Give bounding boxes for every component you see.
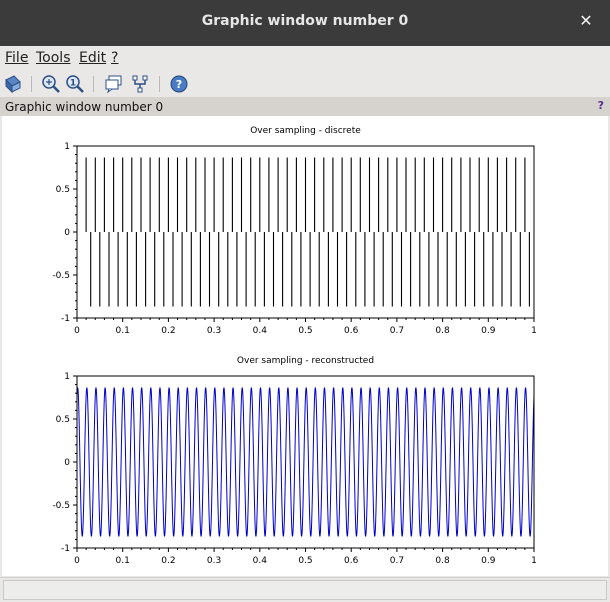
toolbar-separator [93, 76, 94, 92]
x-tick-label: 0.8 [435, 556, 450, 566]
x-tick-label: 0.6 [344, 326, 359, 336]
close-icon[interactable]: ✕ [579, 11, 593, 30]
zoom-icon[interactable] [41, 74, 61, 94]
panel-title: Graphic window number 0 [5, 100, 164, 114]
x-tick-label: 0.1 [116, 326, 130, 336]
datatip-icon[interactable] [104, 74, 124, 94]
svg-text:1: 1 [70, 79, 76, 89]
menu-tools[interactable]: Tools [36, 50, 71, 66]
x-axis: 0 0.1 0.2 0.3 0.4 0.5 0.6 0.7 0.8 0.9 1 [74, 548, 537, 566]
menu-help[interactable]: ? [111, 50, 119, 66]
toolbar-separator [159, 76, 160, 92]
datatip-edit-icon[interactable] [130, 74, 150, 94]
y-tick-label: 0.5 [56, 185, 70, 195]
y-tick-label: 0 [64, 228, 70, 238]
x-tick-label: 0.4 [253, 556, 268, 566]
x-axis: 0 0.1 0.2 0.3 0.4 0.5 0.6 0.7 0.8 0.9 1 [74, 318, 537, 336]
y-tick-label: -0.5 [52, 501, 70, 511]
y-tick-label: -0.5 [52, 271, 70, 281]
x-tick-label: 0.9 [481, 556, 496, 566]
x-tick-label: 0.1 [116, 556, 130, 566]
y-axis: 1 0.5 0 -0.5 -1 [52, 142, 77, 324]
y-tick-label: 0 [64, 458, 70, 468]
plot-svg: Over sampling - discrete 0 0.1 0.2 0.3 0.4 0.… [52, 126, 536, 566]
status-field [3, 580, 607, 600]
x-tick-label: 0.6 [344, 556, 359, 566]
x-tick-label: 0.3 [207, 326, 221, 336]
axes-discrete: Over sampling - discrete 0 0.1 0.2 0.3 0.4 0.… [52, 126, 536, 336]
x-tick-label: 0.5 [298, 326, 312, 336]
chart-title: Over sampling - reconstructed [237, 356, 374, 366]
window-titlebar: Graphic window number 0 ✕ [0, 0, 610, 46]
x-tick-label: 0.7 [390, 556, 404, 566]
x-tick-label: 0.8 [435, 326, 450, 336]
window-title: Graphic window number 0 [201, 13, 409, 29]
x-tick-label: 0.4 [253, 326, 268, 336]
x-tick-label: 0 [74, 556, 80, 566]
x-tick-label: 0.2 [161, 556, 175, 566]
series-discrete [85, 157, 530, 307]
toolbar: 1 ? [0, 71, 610, 98]
axes-reconstructed: Over sampling - reconstructed 0 0.1 0.2 0.3… [52, 356, 536, 566]
y-tick-label: -1 [61, 314, 70, 324]
panel-header: Graphic window number 0 ? [0, 97, 610, 116]
unzoom-icon[interactable]: 1 [65, 74, 85, 94]
x-tick-label: 0.2 [161, 326, 175, 336]
y-tick-label: 1 [64, 142, 70, 152]
help-icon[interactable]: ? [169, 74, 189, 94]
y-tick-label: 0.5 [56, 415, 70, 425]
x-tick-label: 0.7 [390, 326, 404, 336]
x-tick-label: 0.9 [481, 326, 496, 336]
x-tick-label: 0.5 [298, 556, 312, 566]
chart-title: Over sampling - discrete [250, 126, 361, 136]
y-tick-label: -1 [61, 544, 70, 554]
menu-edit[interactable]: Edit [79, 50, 107, 66]
menu-bar: File Tools Edit ? [0, 46, 610, 70]
y-tick-label: 1 [64, 372, 70, 382]
svg-text:?: ? [176, 78, 182, 91]
series-reconstructed [76, 387, 535, 537]
rotate-2d-3d-icon[interactable] [3, 74, 23, 94]
x-tick-label: 0 [74, 326, 80, 336]
x-tick-label: 0.3 [207, 556, 221, 566]
menu-file[interactable]: File [5, 50, 29, 66]
toolbar-separator [31, 76, 32, 92]
series-line [76, 387, 535, 537]
status-bar [0, 577, 610, 602]
y-axis: 1 0.5 0 -0.5 -1 [52, 372, 77, 554]
plot-canvas[interactable]: Over sampling - discrete 0 0.1 0.2 0.3 0.4 0.… [2, 116, 608, 576]
x-tick-label: 1 [531, 556, 537, 566]
x-tick-label: 1 [531, 326, 537, 336]
panel-help-icon[interactable]: ? [597, 99, 604, 112]
